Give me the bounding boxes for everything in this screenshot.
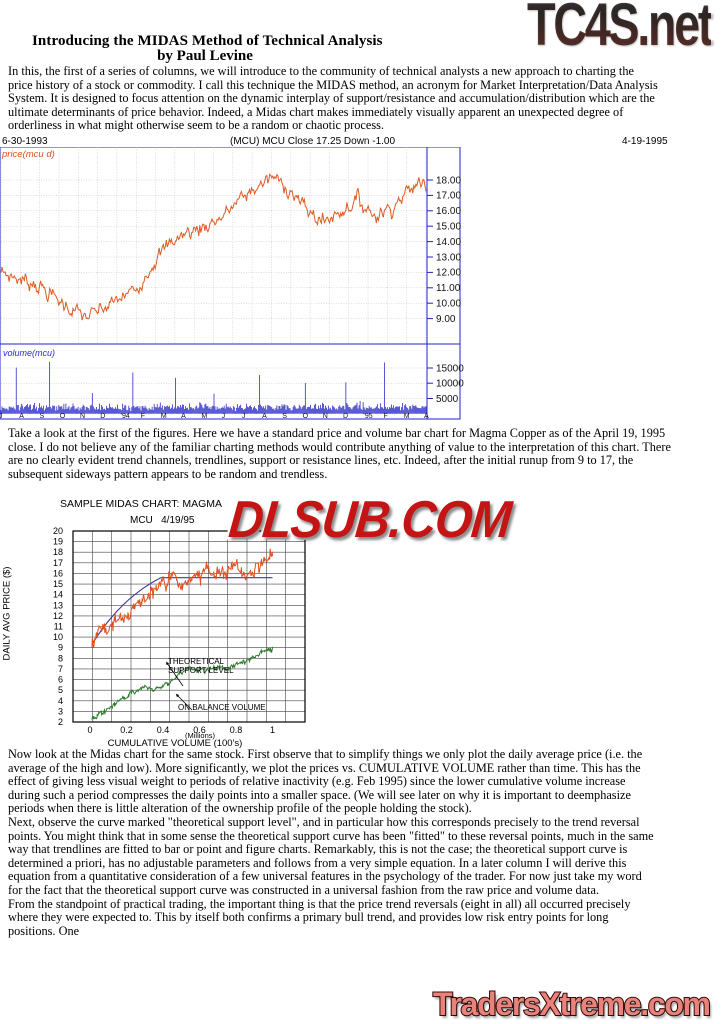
svg-text:J: J	[242, 413, 246, 420]
svg-text:15000: 15000	[436, 363, 464, 374]
svg-text:S: S	[40, 413, 45, 420]
svg-text:A: A	[262, 413, 267, 420]
svg-text:N: N	[323, 413, 328, 420]
svg-text:F: F	[141, 413, 145, 420]
svg-text:S: S	[282, 413, 287, 420]
svg-text:’95: ’95	[363, 413, 372, 420]
svg-text:10.00: 10.00	[436, 299, 461, 310]
svg-text:’94: ’94	[120, 413, 129, 420]
svg-text:O: O	[303, 413, 309, 420]
svg-text:O: O	[60, 413, 66, 420]
svg-text:A: A	[19, 413, 24, 420]
svg-text:J: J	[0, 413, 3, 420]
svg-text:M: M	[201, 413, 207, 420]
svg-text:10000: 10000	[436, 379, 464, 390]
svg-text:M: M	[161, 413, 167, 420]
svg-text:A: A	[181, 413, 186, 420]
svg-text:15.00: 15.00	[436, 222, 461, 233]
svg-text:16.00: 16.00	[436, 206, 461, 217]
svg-text:5000: 5000	[436, 394, 459, 405]
svg-text:M: M	[404, 413, 410, 420]
svg-text:17.00: 17.00	[436, 191, 461, 202]
svg-text:11.00: 11.00	[436, 283, 461, 294]
svg-text:9.00: 9.00	[436, 314, 456, 325]
svg-text:A: A	[424, 413, 429, 420]
svg-text:N: N	[80, 413, 85, 420]
svg-text:J: J	[222, 413, 226, 420]
svg-text:D: D	[100, 413, 105, 420]
svg-text:D: D	[343, 413, 348, 420]
svg-text:13.00: 13.00	[436, 252, 461, 263]
svg-text:12.00: 12.00	[436, 268, 461, 279]
svg-text:18.00: 18.00	[436, 175, 461, 186]
svg-text:14.00: 14.00	[436, 237, 461, 248]
svg-text:F: F	[384, 413, 388, 420]
